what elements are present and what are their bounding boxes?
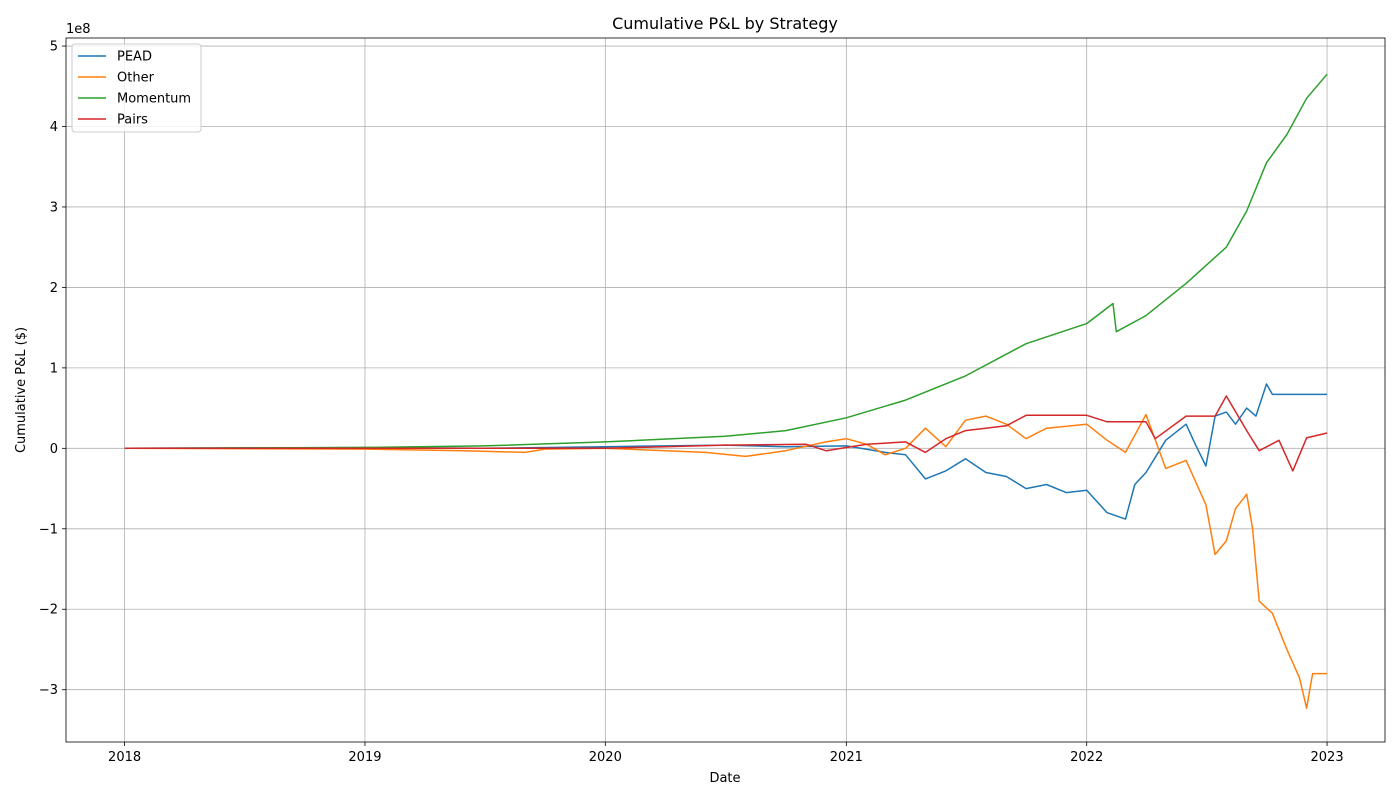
y-tick-label: 1 xyxy=(50,361,58,376)
x-tick-label: 2019 xyxy=(348,750,381,765)
legend-label: Pairs xyxy=(117,113,148,128)
grid xyxy=(66,38,1385,742)
y-axis-label: Cumulative P&L ($) xyxy=(14,327,29,453)
y-tick-label: 2 xyxy=(50,281,58,296)
legend-label: PEAD xyxy=(117,50,152,65)
series-line-pead xyxy=(124,383,1328,520)
ticks: 2018 2019 2020 2021 2022 2023 −3 −2 −1 0 1 2 3 4 5 xyxy=(39,40,1344,765)
x-axis-label: Date xyxy=(709,771,740,786)
x-tick-label: 2018 xyxy=(108,750,141,765)
y-tick-label: 3 xyxy=(50,200,58,215)
legend: PEAD Other Momentum Pairs xyxy=(71,43,202,133)
y-scale-label: 1e8 xyxy=(66,22,91,37)
y-tick-label: 0 xyxy=(50,442,58,457)
plot-frame xyxy=(65,37,1386,743)
x-tick-label: 2023 xyxy=(1311,750,1344,765)
legend-label: Other xyxy=(117,71,155,86)
legend-label: Momentum xyxy=(117,92,191,107)
series-layer xyxy=(124,73,1328,709)
x-tick-label: 2021 xyxy=(830,750,863,765)
x-tick-label: 2022 xyxy=(1070,750,1103,765)
y-tick-label: 5 xyxy=(50,40,58,55)
y-tick-label: −1 xyxy=(39,522,58,537)
y-tick-label: −3 xyxy=(39,683,58,698)
chart-title: Cumulative P&L by Strategy xyxy=(612,14,838,33)
series-line-pairs xyxy=(124,395,1328,472)
series-line-other xyxy=(124,413,1328,709)
series-line-momentum xyxy=(124,73,1328,450)
y-tick-label: 4 xyxy=(50,120,58,135)
legend-box xyxy=(71,43,202,133)
y-tick-label: −2 xyxy=(39,603,58,618)
x-tick-label: 2020 xyxy=(589,750,622,765)
